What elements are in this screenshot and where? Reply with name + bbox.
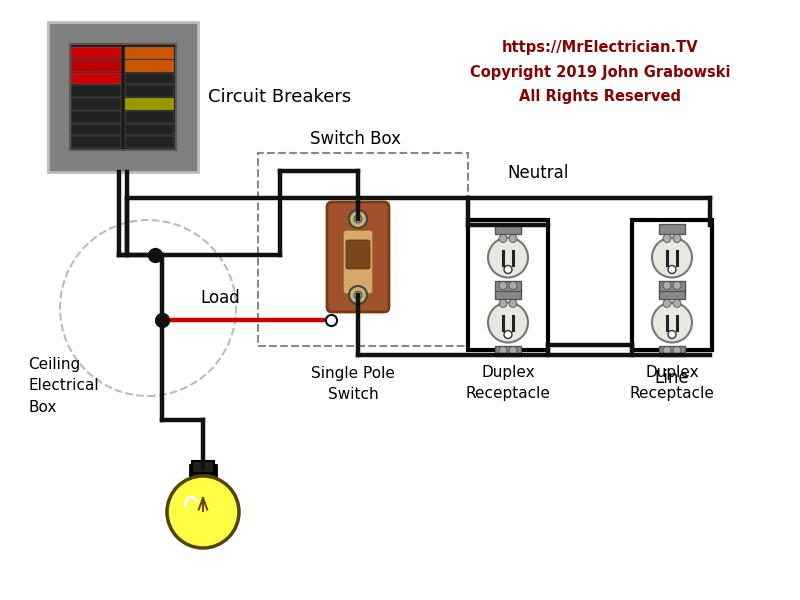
Bar	[71, 60, 121, 71]
Circle shape	[668, 265, 676, 274]
Bar	[125, 47, 174, 59]
Bar	[125, 85, 174, 97]
FancyBboxPatch shape	[327, 202, 389, 312]
Circle shape	[499, 235, 507, 242]
Circle shape	[349, 210, 367, 228]
Text: Line: Line	[654, 369, 689, 387]
Bar	[258, 153, 468, 346]
Circle shape	[509, 281, 517, 289]
Bar	[125, 98, 174, 110]
Bar	[192, 461, 214, 473]
Circle shape	[167, 476, 239, 548]
Circle shape	[663, 235, 671, 242]
Circle shape	[663, 346, 671, 355]
Text: Switch Box: Switch Box	[310, 130, 401, 148]
Bar	[659, 280, 685, 290]
Circle shape	[354, 291, 362, 299]
Text: Duplex
Receptacle: Duplex Receptacle	[630, 365, 714, 401]
Circle shape	[504, 331, 512, 338]
Bar	[495, 346, 521, 355]
Circle shape	[652, 302, 692, 343]
Bar	[125, 73, 174, 84]
Circle shape	[668, 331, 676, 338]
Bar	[70, 44, 176, 150]
Text: Single Pole
Switch: Single Pole Switch	[311, 366, 395, 402]
Circle shape	[509, 235, 517, 242]
Bar	[659, 223, 685, 233]
Circle shape	[663, 281, 671, 289]
Bar	[71, 124, 121, 135]
Circle shape	[673, 346, 681, 355]
Bar	[125, 111, 174, 122]
Circle shape	[354, 215, 362, 223]
FancyBboxPatch shape	[346, 240, 370, 269]
Bar	[190, 465, 216, 483]
Circle shape	[499, 346, 507, 355]
Bar	[659, 289, 685, 298]
Circle shape	[488, 302, 528, 343]
Bar	[468, 220, 548, 350]
Text: Duplex
Receptacle: Duplex Receptacle	[466, 365, 550, 401]
Bar	[495, 280, 521, 290]
Circle shape	[349, 286, 367, 304]
Circle shape	[663, 299, 671, 307]
Bar	[48, 22, 198, 172]
Bar	[125, 124, 174, 135]
Bar	[71, 47, 121, 59]
Text: Circuit Breakers: Circuit Breakers	[208, 88, 351, 106]
Circle shape	[509, 299, 517, 307]
FancyBboxPatch shape	[343, 230, 373, 294]
Circle shape	[504, 265, 512, 274]
Bar	[71, 136, 121, 148]
Circle shape	[652, 238, 692, 277]
Text: Ceiling
Electrical
Box: Ceiling Electrical Box	[28, 358, 98, 415]
Bar	[125, 60, 174, 71]
Bar	[71, 73, 121, 84]
Bar	[71, 98, 121, 110]
Circle shape	[673, 281, 681, 289]
Circle shape	[673, 235, 681, 242]
Circle shape	[499, 299, 507, 307]
Bar	[495, 223, 521, 233]
Bar	[495, 289, 521, 298]
Text: https://MrElectrician.TV
Copyright 2019 John Grabowski
All Rights Reserved: https://MrElectrician.TV Copyright 2019 …	[470, 40, 730, 104]
Circle shape	[673, 299, 681, 307]
Bar	[632, 220, 712, 350]
Circle shape	[499, 281, 507, 289]
Circle shape	[488, 238, 528, 277]
Text: Neutral: Neutral	[507, 164, 569, 182]
Circle shape	[509, 346, 517, 355]
Bar	[659, 346, 685, 355]
Bar	[125, 136, 174, 148]
Text: Load: Load	[200, 289, 240, 307]
Bar	[71, 85, 121, 97]
Bar	[71, 111, 121, 122]
